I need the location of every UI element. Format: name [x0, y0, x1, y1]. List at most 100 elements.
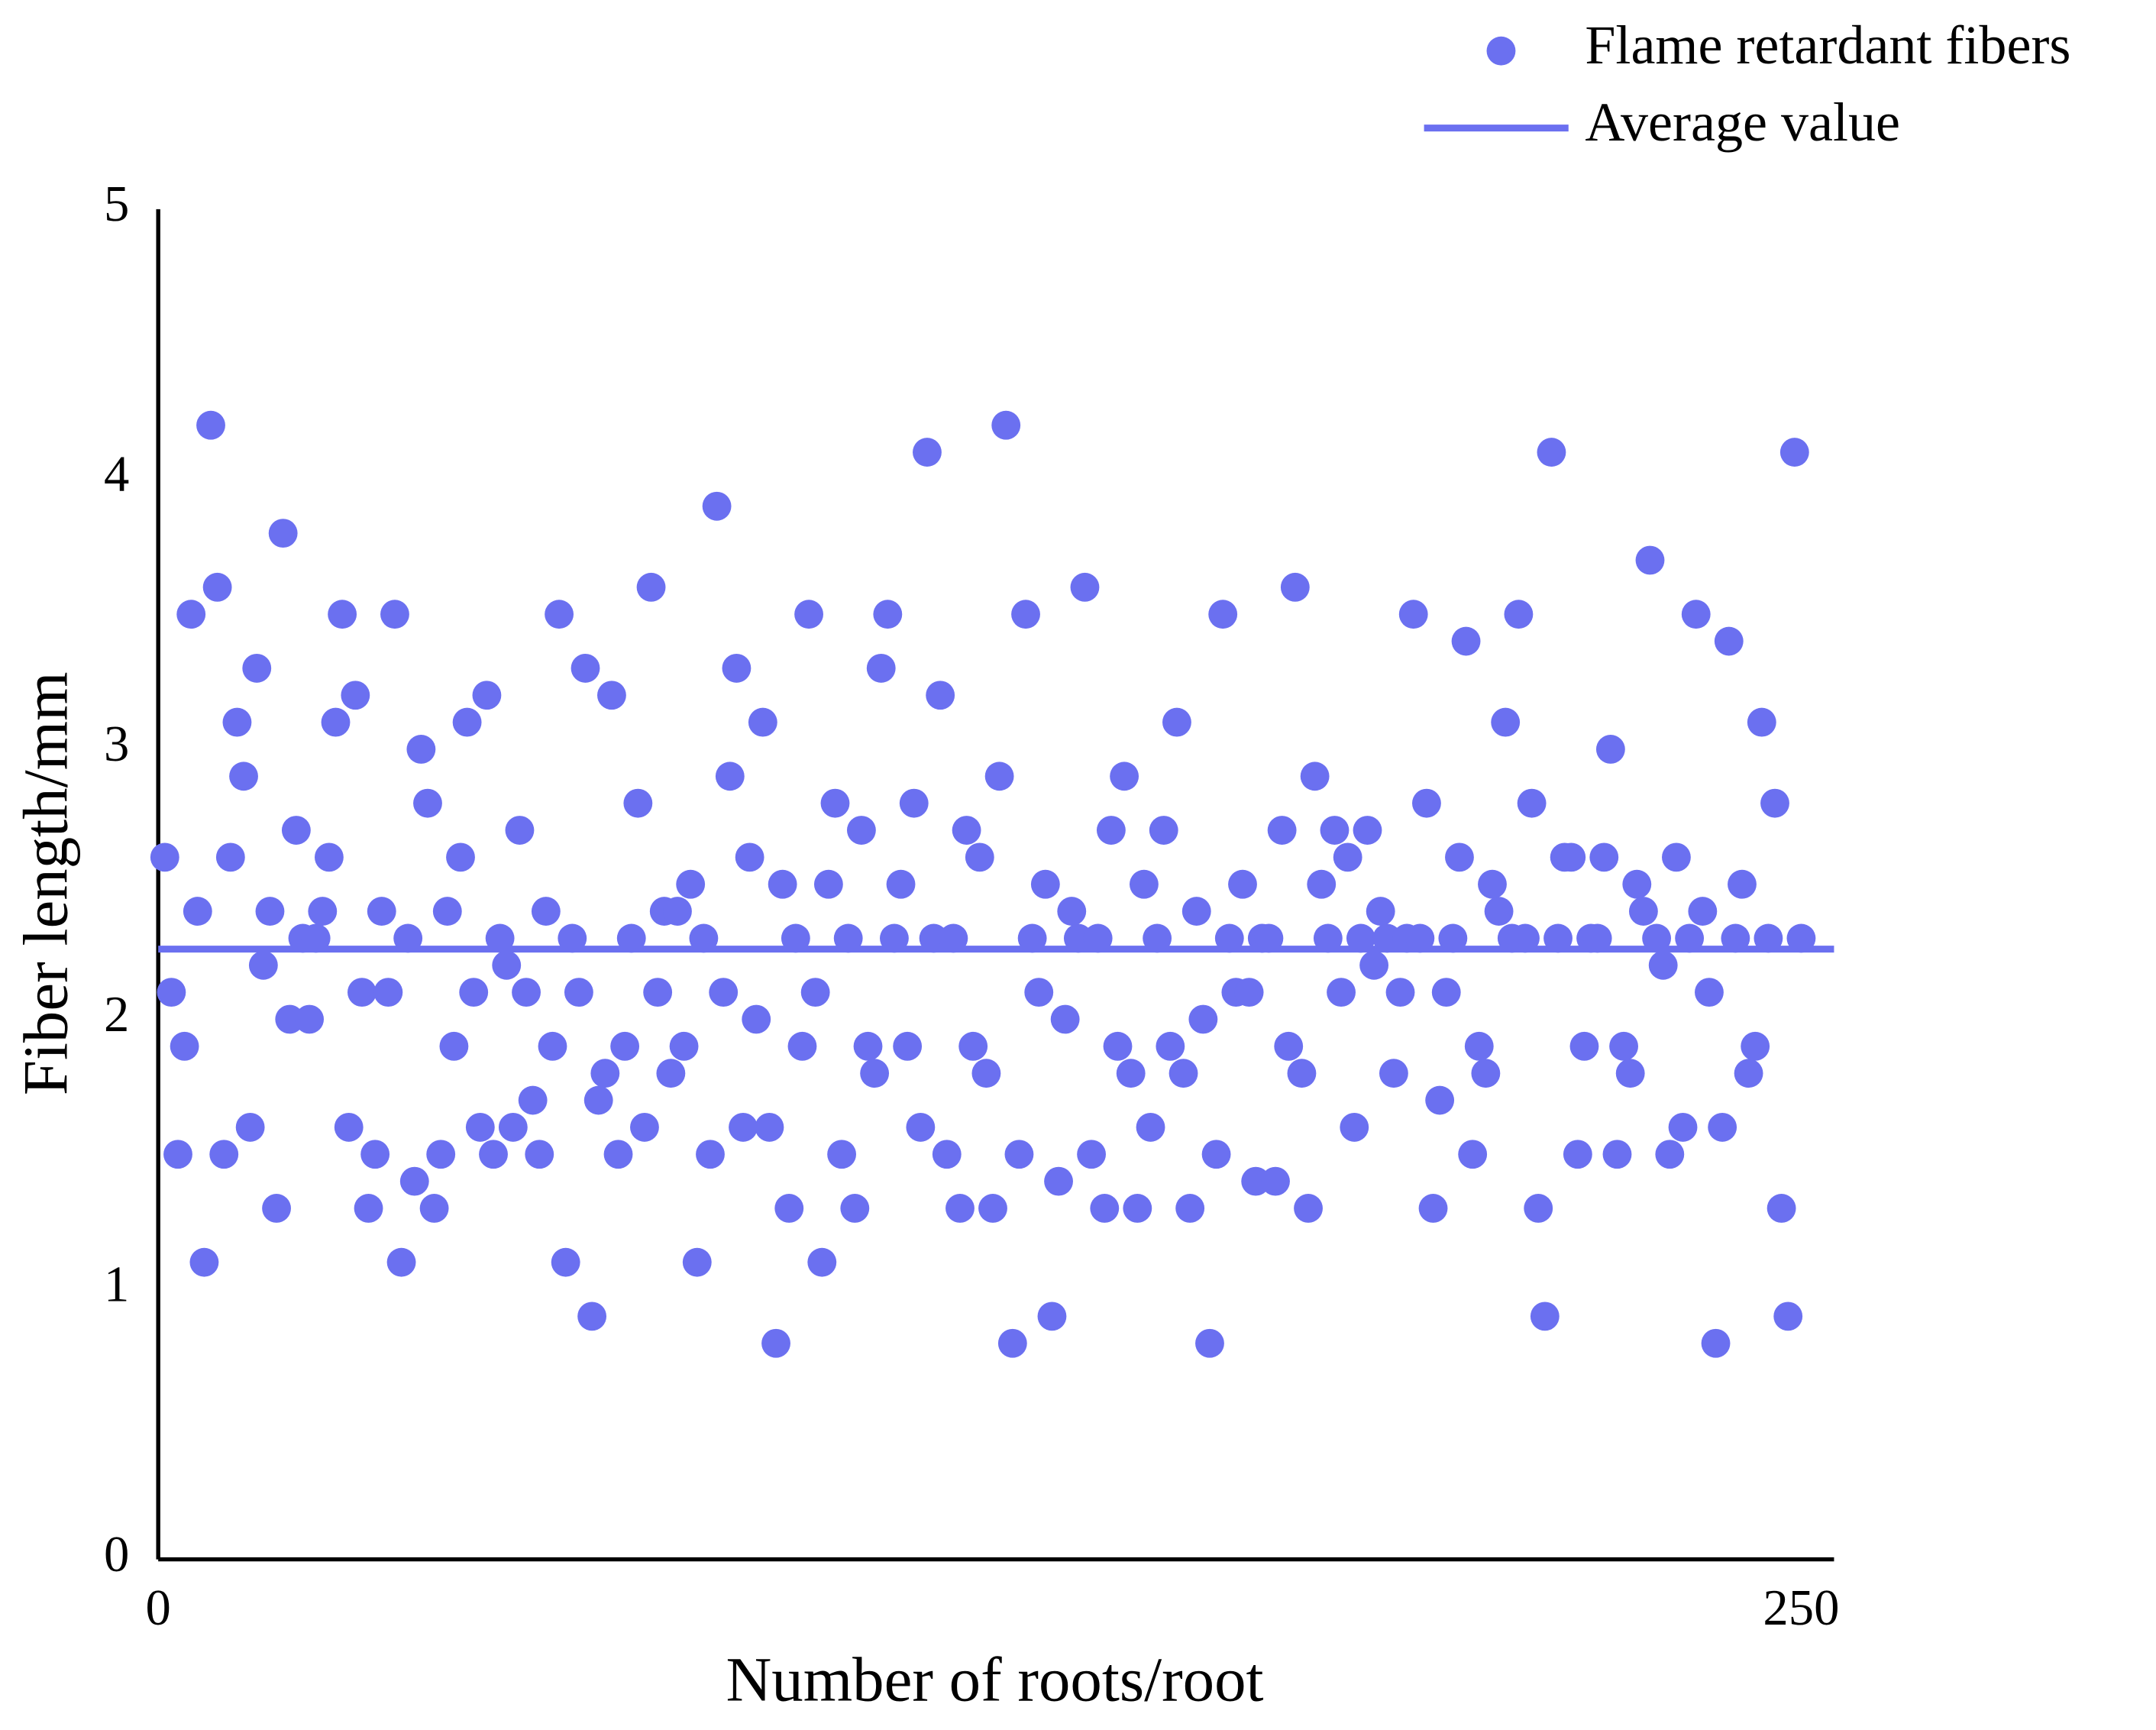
scatter-point	[564, 978, 593, 1007]
scatter-point	[157, 978, 186, 1007]
scatter-point	[1478, 869, 1507, 899]
scatter-point	[860, 1059, 890, 1088]
scatter-point	[432, 897, 462, 926]
scatter-point	[163, 1140, 192, 1169]
scatter-point	[498, 1112, 528, 1142]
y-tick-label: 3	[104, 716, 129, 772]
scatter-point	[386, 1247, 416, 1277]
scatter-point	[1267, 816, 1297, 845]
scatter-point	[1208, 600, 1238, 629]
scatter-point	[1195, 1328, 1224, 1358]
y-tick-label: 5	[104, 176, 129, 232]
scatter-point	[328, 600, 357, 629]
scatter-point	[1445, 842, 1474, 872]
scatter-point	[1741, 1031, 1770, 1061]
scatter-point	[643, 978, 673, 1007]
scatter-point	[1471, 1059, 1501, 1088]
scatter-point	[1766, 1194, 1796, 1223]
scatter-point	[1287, 1059, 1317, 1088]
scatter-point	[696, 1140, 725, 1169]
scatter-point	[1340, 1112, 1369, 1142]
scatter-point	[583, 1085, 613, 1115]
legend-label: Average value	[1585, 92, 1900, 153]
scatter-point	[268, 519, 298, 548]
scatter-point	[222, 707, 252, 737]
scatter-point	[426, 1140, 456, 1169]
scatter-point	[1280, 572, 1310, 602]
scatter-point	[176, 600, 206, 629]
scatter-point	[577, 1302, 607, 1331]
legend-label: Flame retardant fibers	[1585, 15, 2070, 76]
scatter-point	[926, 681, 955, 710]
scatter-point	[689, 923, 719, 953]
scatter-point	[1595, 735, 1625, 764]
y-tick-label: 0	[104, 1527, 129, 1583]
scatter-point	[1458, 1140, 1488, 1169]
scatter-point	[452, 707, 482, 737]
scatter-point	[1169, 1059, 1198, 1088]
scatter-point	[886, 869, 916, 899]
scatter-point	[1136, 1112, 1165, 1142]
scatter-point	[1011, 600, 1040, 629]
scatter-point	[367, 897, 396, 926]
scatter-point	[215, 842, 245, 872]
scatter-point	[965, 842, 994, 872]
scatter-point	[1024, 978, 1054, 1007]
scatter-point	[1162, 707, 1191, 737]
scatter-point	[1681, 600, 1711, 629]
scatter-point	[1615, 1059, 1645, 1088]
scatter-point	[748, 707, 777, 737]
scatter-point	[1110, 762, 1139, 791]
scatter-point	[1464, 1031, 1494, 1061]
scatter-point	[1385, 978, 1415, 1007]
scatter-point	[479, 1140, 508, 1169]
scatter-point	[1090, 1194, 1120, 1223]
scatter-point	[1668, 1112, 1698, 1142]
scatter-point	[1398, 600, 1428, 629]
scatter-point	[301, 923, 331, 953]
scatter-point	[755, 1112, 784, 1142]
scatter-point	[538, 1031, 567, 1061]
scatter-point	[991, 410, 1021, 440]
scatter-point	[1754, 923, 1783, 953]
scatter-point	[978, 1194, 1007, 1223]
scatter-point	[446, 842, 475, 872]
scatter-point	[1648, 950, 1678, 980]
scatter-point	[735, 842, 764, 872]
scatter-point	[518, 1085, 548, 1115]
scatter-point	[380, 600, 409, 629]
scatter-point	[1688, 897, 1718, 926]
scatter-point	[1156, 1031, 1185, 1061]
scatter-point	[1773, 1302, 1803, 1331]
scatter-point	[1622, 869, 1652, 899]
scatter-point	[150, 842, 179, 872]
scatter-point	[1418, 1194, 1448, 1223]
scatter-point	[1175, 1194, 1205, 1223]
scatter-point	[1714, 626, 1744, 656]
scatter-point	[347, 978, 377, 1007]
scatter-point	[1628, 897, 1658, 926]
scatter-point	[1582, 923, 1612, 953]
scatter-point	[248, 950, 278, 980]
scatter-point	[873, 600, 903, 629]
scatter-point	[1366, 897, 1395, 926]
scatter-point	[485, 923, 515, 953]
x-axis-title: Number of roots/root	[726, 1644, 1263, 1714]
scatter-point	[1779, 438, 1809, 467]
scatter-point	[472, 681, 502, 710]
scatter-point	[768, 869, 797, 899]
scatter-point	[321, 707, 351, 737]
scatter-point	[997, 1328, 1027, 1358]
scatter-point	[1530, 1302, 1560, 1331]
scatter-point	[800, 978, 830, 1007]
scatter-point	[1123, 1194, 1152, 1223]
scatter-point	[1556, 842, 1586, 872]
scatter-point	[465, 1112, 495, 1142]
scatter-point	[630, 1112, 659, 1142]
scatter-point	[202, 572, 232, 602]
scatter-point	[1662, 842, 1691, 872]
scatter-point	[459, 978, 489, 1007]
scatter-point	[1004, 1140, 1034, 1169]
scatter-point	[932, 1140, 962, 1169]
scatter-point	[958, 1031, 988, 1061]
